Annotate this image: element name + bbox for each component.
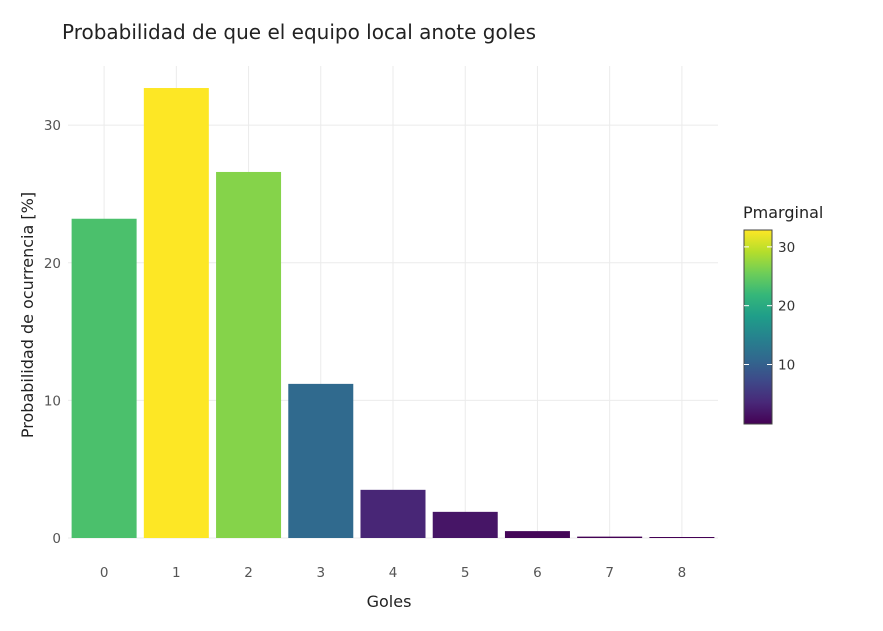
x-tick-label: 4 <box>389 565 398 581</box>
y-axis-ticks: 0 10 20 30 <box>44 118 61 547</box>
bars <box>71 88 715 539</box>
bar-goles-5 <box>432 511 498 538</box>
chart-title: Probabilidad de que el equipo local anot… <box>62 20 536 44</box>
x-tick-label: 2 <box>244 565 253 581</box>
colorbar-ticks: 10 20 30 <box>744 240 795 373</box>
colorbar-title: Pmarginal <box>743 203 823 222</box>
x-tick-label: 6 <box>533 565 542 581</box>
colorbar-tick-label: 20 <box>778 299 795 315</box>
bar-goles-0 <box>71 218 137 539</box>
bar-goles-3 <box>288 383 354 538</box>
x-tick-label: 1 <box>172 565 181 581</box>
x-axis-ticks: 0 1 2 3 4 5 6 7 8 <box>100 565 686 581</box>
bar-goles-2 <box>216 171 282 539</box>
colorbar-tick-label: 30 <box>778 240 795 256</box>
x-tick-label: 3 <box>316 565 325 581</box>
bar-goles-4 <box>360 489 426 538</box>
x-tick-label: 7 <box>605 565 614 581</box>
y-tick-label: 10 <box>44 393 61 409</box>
bar-goles-8 <box>649 537 715 538</box>
bar-goles-6 <box>504 531 570 538</box>
bar-goles-1 <box>143 88 209 539</box>
x-axis-title: Goles <box>367 592 412 611</box>
y-tick-label: 30 <box>44 118 61 134</box>
x-tick-label: 0 <box>100 565 109 581</box>
bar-goles-7 <box>577 536 643 538</box>
y-tick-label: 20 <box>44 256 61 272</box>
x-tick-label: 8 <box>678 565 687 581</box>
colorbar-gradient <box>743 229 773 425</box>
colorbar-legend: Pmarginal 10 20 30 <box>743 203 823 425</box>
y-axis-title: Probabilidad de ocurrencia [%] <box>18 192 37 438</box>
x-tick-label: 5 <box>461 565 470 581</box>
colorbar-tick-label: 10 <box>778 357 795 373</box>
y-tick-label: 0 <box>52 531 61 547</box>
